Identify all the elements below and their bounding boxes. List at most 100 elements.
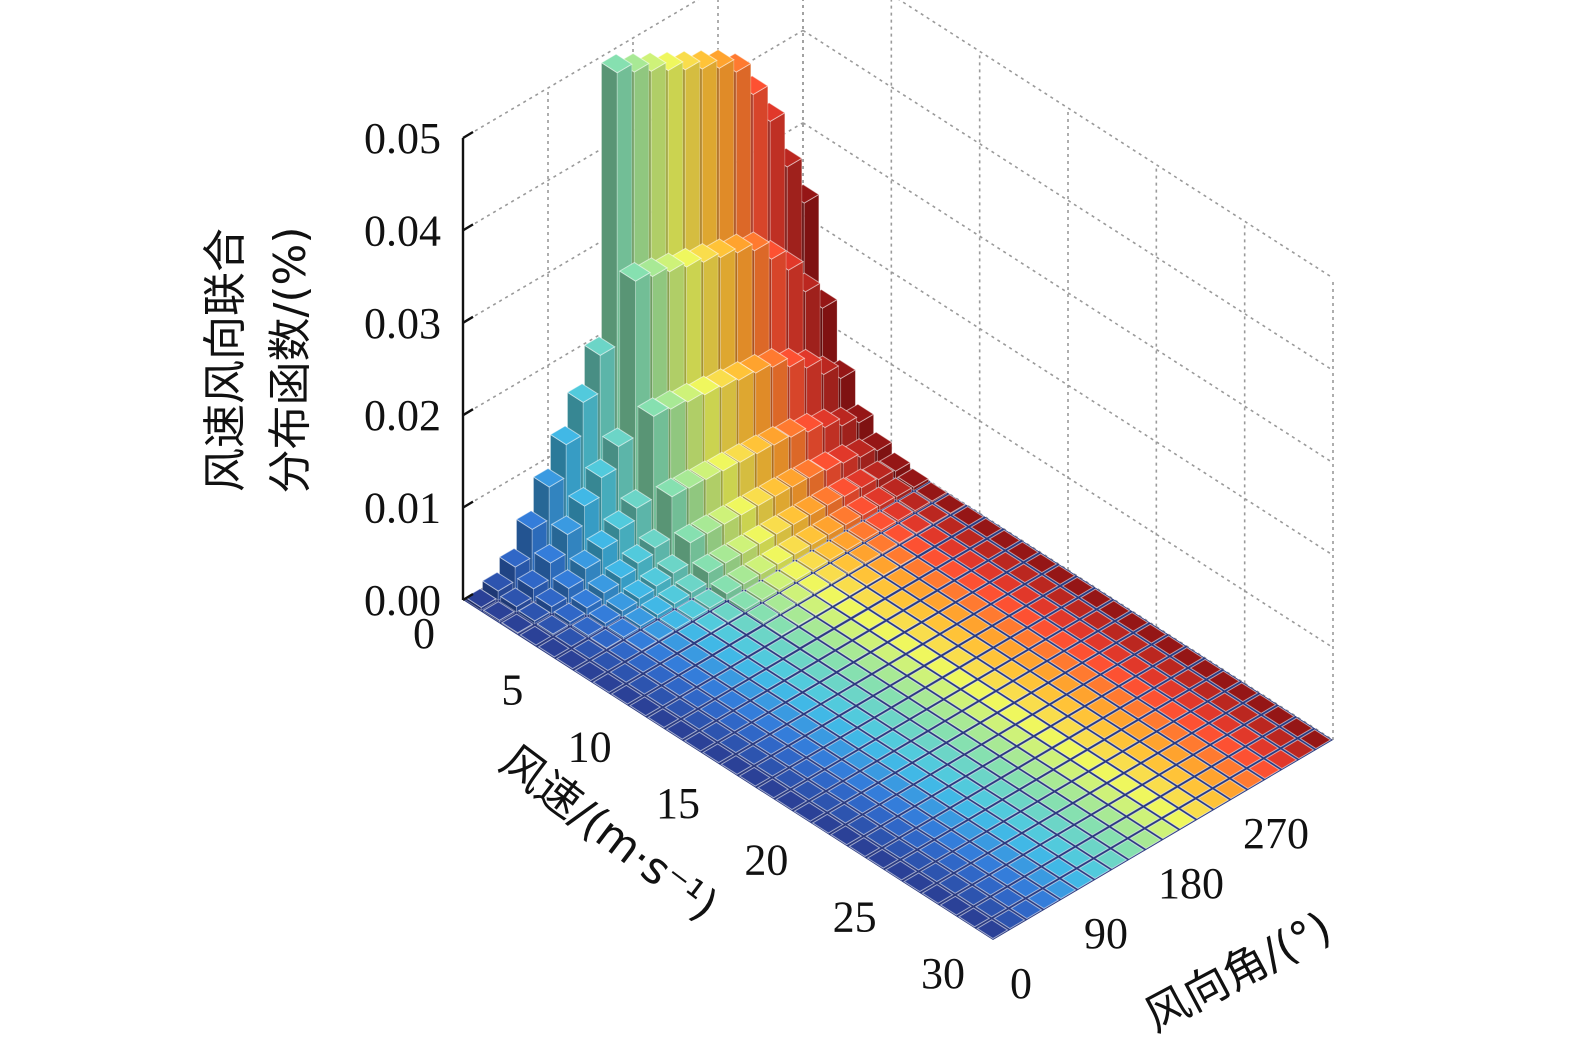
bar-top xyxy=(852,609,885,630)
bar xyxy=(938,581,972,602)
speed-tick-label: 0 xyxy=(413,609,435,658)
bar xyxy=(1176,734,1209,754)
bar xyxy=(770,703,803,724)
bar xyxy=(555,649,589,670)
bar-top xyxy=(956,885,989,906)
bar xyxy=(989,844,1022,864)
bar-top xyxy=(985,778,1018,799)
bar xyxy=(719,733,752,754)
bar-top xyxy=(1211,735,1244,756)
bar-top xyxy=(665,719,698,740)
bar xyxy=(833,575,866,597)
bar xyxy=(992,595,1025,615)
bar-top xyxy=(1144,797,1178,818)
bar xyxy=(956,885,989,906)
bar xyxy=(946,711,979,732)
bar-top xyxy=(639,566,672,587)
bar xyxy=(1125,764,1158,784)
bar xyxy=(913,753,946,774)
bar-top xyxy=(836,641,870,662)
bar-top xyxy=(731,636,764,656)
bar-top xyxy=(1112,839,1145,860)
bar-top xyxy=(1090,762,1123,783)
bar xyxy=(915,775,948,796)
bar-top xyxy=(1193,724,1226,744)
bar xyxy=(903,872,936,893)
speed-tick-label: 15 xyxy=(656,779,700,828)
bar-top xyxy=(1246,737,1280,758)
bar-top xyxy=(1093,827,1127,848)
bar xyxy=(778,535,811,562)
bar-top xyxy=(839,685,872,705)
bar xyxy=(1001,747,1034,767)
bar xyxy=(955,571,989,592)
bar-top xyxy=(1039,792,1072,813)
bar-top xyxy=(567,486,601,507)
bar xyxy=(1127,807,1161,828)
bar xyxy=(737,745,770,765)
bar-top xyxy=(1049,673,1082,694)
bar xyxy=(887,611,921,632)
bar xyxy=(1074,794,1107,814)
bar-top xyxy=(1083,653,1116,674)
z-tick-mark-4 xyxy=(462,223,474,232)
bar xyxy=(1265,749,1298,770)
bar xyxy=(883,838,916,859)
bar xyxy=(646,686,679,707)
bar-top xyxy=(1061,576,1094,597)
bar-top xyxy=(966,745,999,766)
bar xyxy=(736,723,769,744)
bar xyxy=(1064,620,1097,641)
bar-top xyxy=(1043,565,1076,585)
bar xyxy=(959,636,992,657)
bar xyxy=(1121,698,1154,719)
bar xyxy=(642,620,675,642)
bar xyxy=(790,758,824,779)
bar-top xyxy=(1212,757,1246,778)
bar-top xyxy=(1116,612,1149,632)
bar-top xyxy=(1092,805,1125,826)
bar-top xyxy=(586,529,619,550)
bar-top xyxy=(1159,744,1192,764)
bar xyxy=(745,580,778,604)
bar xyxy=(1262,705,1295,726)
bar-top xyxy=(1071,750,1105,771)
bar xyxy=(968,788,1001,809)
bar-top xyxy=(801,639,834,660)
bar xyxy=(1280,717,1314,738)
bar xyxy=(1011,628,1045,649)
bar xyxy=(953,527,986,548)
bar xyxy=(1197,789,1230,810)
bar xyxy=(1195,767,1229,788)
bar xyxy=(674,573,708,600)
bar xyxy=(865,827,898,847)
bar-top xyxy=(925,656,958,677)
bar-top xyxy=(1137,667,1170,687)
bar-top xyxy=(1231,769,1264,790)
bar-top xyxy=(498,547,531,568)
bar-top xyxy=(1009,585,1042,605)
bar xyxy=(941,625,974,645)
bar xyxy=(1009,585,1042,605)
bar xyxy=(885,567,918,588)
bar-top xyxy=(913,753,946,774)
bar-top xyxy=(714,646,747,667)
bar-top xyxy=(1064,620,1097,641)
bar-top xyxy=(1010,606,1043,627)
bar-top xyxy=(991,887,1025,908)
bar xyxy=(814,563,847,585)
bar xyxy=(1161,787,1195,808)
bar-top xyxy=(1041,835,1074,856)
bar-top xyxy=(1265,749,1298,770)
bar-top xyxy=(1110,817,1144,838)
bar xyxy=(750,669,783,690)
bar-top xyxy=(975,605,1008,625)
bar xyxy=(864,510,897,534)
bar xyxy=(1263,727,1297,748)
bar-top xyxy=(698,678,731,698)
bar-top xyxy=(481,571,514,592)
bar-top xyxy=(750,669,783,690)
bar-top xyxy=(772,746,805,767)
bar-top xyxy=(899,513,932,534)
bar-top xyxy=(880,477,913,498)
